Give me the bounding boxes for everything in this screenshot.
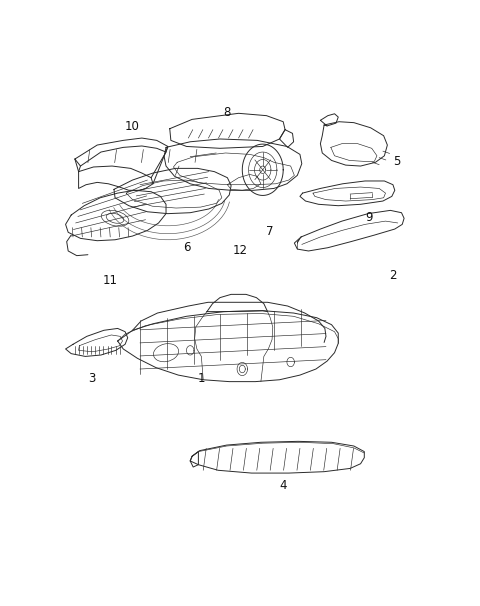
Text: 8: 8 — [224, 106, 231, 119]
Text: 3: 3 — [88, 372, 96, 385]
Text: 9: 9 — [365, 211, 372, 224]
Text: 2: 2 — [389, 269, 396, 282]
Text: 12: 12 — [233, 244, 248, 256]
Text: 11: 11 — [103, 274, 118, 287]
Text: 1: 1 — [198, 372, 205, 385]
Text: 5: 5 — [393, 155, 400, 168]
Text: 6: 6 — [183, 241, 190, 254]
Text: 7: 7 — [266, 225, 274, 238]
Text: 10: 10 — [125, 120, 140, 133]
Text: 4: 4 — [279, 479, 287, 492]
